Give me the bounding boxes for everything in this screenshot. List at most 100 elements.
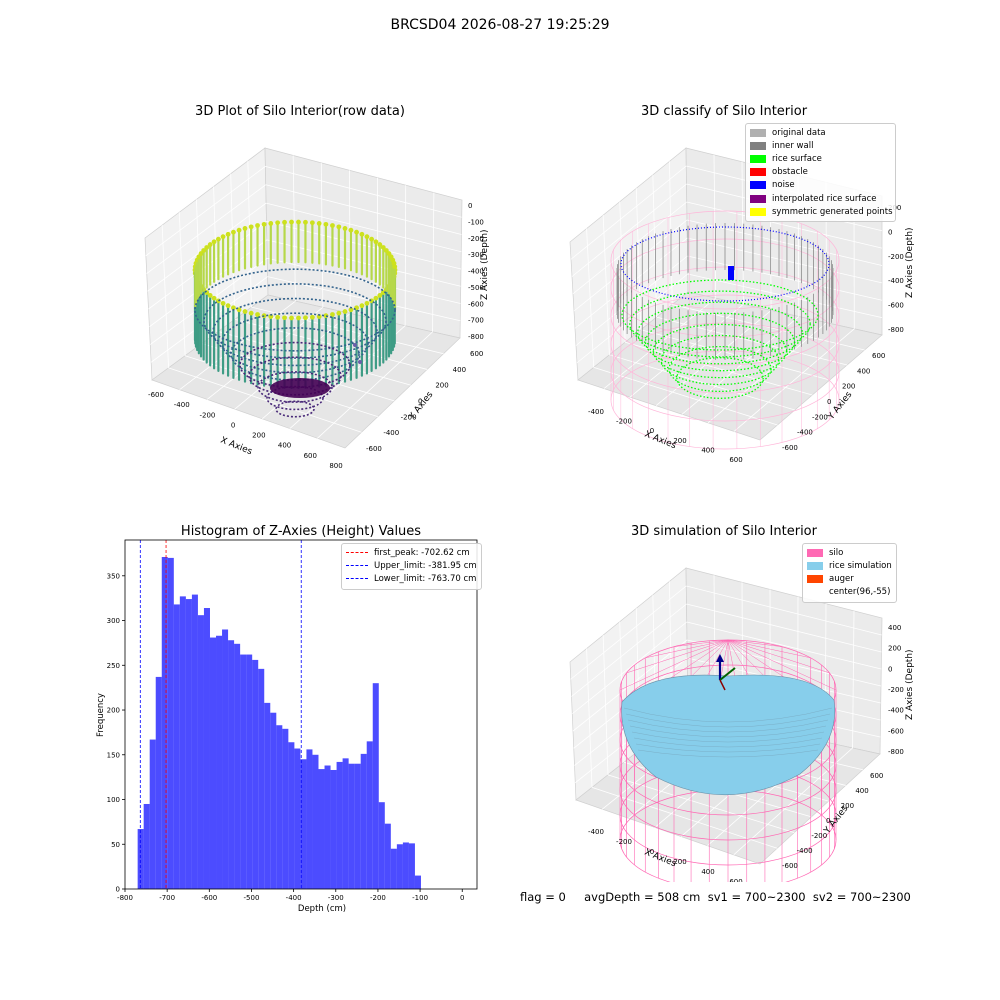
tick-label: -400	[888, 707, 904, 715]
histogram-bars	[137, 557, 421, 889]
tick-label: 400	[857, 367, 870, 375]
legend-entry: interpolated rice surface	[750, 192, 891, 205]
x-tick-label: -300	[328, 894, 344, 902]
rice-surface-layer	[668, 345, 772, 393]
tick-label: -800	[468, 333, 484, 341]
tick-label: -200	[888, 253, 904, 261]
legend-line	[346, 578, 368, 580]
legend-line	[346, 565, 368, 567]
tick-label: 0	[826, 817, 830, 825]
histogram-bar	[282, 728, 289, 889]
histogram-bar	[348, 763, 355, 889]
rim-point	[380, 245, 386, 250]
grid-line	[672, 304, 865, 351]
tick-label: -300	[468, 251, 484, 259]
rim-point	[225, 303, 231, 309]
legend-swatch	[807, 574, 823, 583]
legend-label: original data	[772, 127, 826, 138]
noise-point	[358, 360, 362, 364]
silo-roof-line	[727, 639, 811, 659]
tick-label: -500	[468, 284, 484, 292]
bowl-layer	[212, 297, 378, 367]
histogram-bar	[191, 594, 198, 889]
legend-swatch	[750, 168, 766, 177]
tick-label: 200	[435, 382, 448, 390]
legend-label: Upper_limit: -381.95 cm	[374, 560, 477, 571]
tick-label: 0	[468, 202, 472, 210]
noise-rim	[620, 226, 830, 302]
tick-label: -600	[148, 391, 164, 399]
grid-line	[686, 201, 883, 249]
tick-label: 400	[888, 624, 901, 632]
histogram-bar	[384, 823, 391, 889]
histogram-bar	[336, 761, 343, 889]
histogram-bar	[402, 842, 409, 889]
histogram-bar	[408, 843, 415, 889]
histogram-bar	[300, 759, 307, 889]
grid-line	[733, 328, 855, 432]
legend-label: silo	[829, 547, 844, 558]
legend-swatch	[807, 548, 823, 557]
tick-label: -600	[888, 727, 904, 735]
tick-label: -400	[888, 277, 904, 285]
histogram-legend: first_peak: -702.62 cm Upper_limit: -381.…	[341, 543, 482, 590]
tick-label: -600	[468, 300, 484, 308]
tick-label: -600	[782, 444, 798, 452]
tick-label: -200	[199, 411, 215, 419]
rim-point	[316, 314, 322, 319]
grid-line	[640, 329, 830, 381]
rim-point	[220, 234, 226, 240]
legend-label: interpolated rice surface	[772, 193, 877, 204]
histogram-bar	[330, 769, 337, 889]
y-tick-label: 350	[107, 572, 120, 580]
rim-point	[236, 227, 242, 233]
grid-line	[686, 639, 882, 687]
rim-point	[296, 219, 301, 225]
histogram-bar	[234, 643, 241, 889]
tick-label: -200	[616, 838, 632, 846]
rim-point	[220, 300, 226, 306]
rim-point	[255, 312, 260, 317]
histogram-bar	[276, 725, 283, 889]
tick-label: 400	[278, 442, 291, 450]
rim-point	[255, 223, 260, 228]
legend-label: center(96,-55)	[829, 587, 891, 598]
silo-roof-line	[727, 639, 837, 691]
histogram-xlabel: Depth (cm)	[298, 904, 346, 914]
silo-roof-line	[727, 639, 783, 647]
histogram-bar	[137, 829, 144, 889]
legend-label: auger	[829, 573, 854, 584]
surface-mesh-line	[633, 737, 823, 748]
grid-line	[686, 603, 882, 653]
legend-swatch	[807, 561, 823, 570]
histogram-bar	[318, 769, 325, 889]
x-tick-label: -200	[370, 894, 386, 902]
rim-point	[231, 305, 236, 311]
y-tick-label: 0	[116, 886, 120, 894]
grid-line	[571, 621, 688, 715]
grid-line	[149, 239, 268, 328]
rim-point	[377, 242, 383, 247]
tick-label: 600	[729, 878, 742, 882]
tick-label: 200	[252, 432, 265, 440]
tick-label: -200	[468, 235, 484, 243]
rim-point	[369, 236, 375, 242]
auger-axis	[719, 667, 736, 681]
histogram-bar	[390, 848, 397, 889]
histogram-bar	[396, 844, 403, 889]
x-tick-label: -400	[286, 894, 302, 902]
x-tick-label: 0	[460, 894, 464, 902]
histogram-bar	[222, 629, 229, 889]
rim-point	[275, 220, 281, 226]
simulation-xlabel: X Axies	[643, 848, 678, 870]
tick-label: 0	[827, 398, 831, 406]
surface-mesh-line	[637, 749, 819, 758]
silo-roof-line	[626, 639, 729, 674]
y-tick-label: 200	[107, 707, 120, 715]
grid-line	[591, 787, 778, 849]
tick-label: -400	[174, 401, 190, 409]
tick-label: 200	[841, 802, 854, 810]
grid-line	[687, 237, 883, 284]
silo-roof-line	[727, 639, 747, 642]
grid-line	[146, 184, 266, 274]
